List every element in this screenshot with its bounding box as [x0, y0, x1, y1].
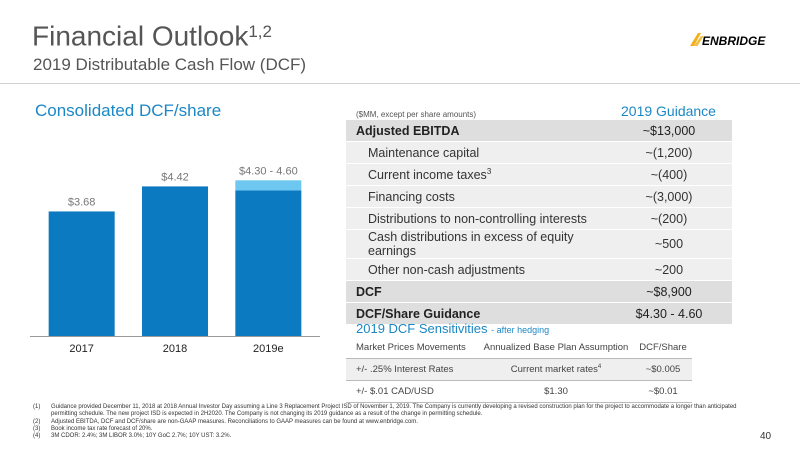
header-divider [0, 83, 800, 84]
row-label: Cash distributions in excess of equity e… [346, 229, 606, 259]
footnotes: (1) Guidance provided December 11, 2018 a… [33, 404, 753, 440]
table-row: +/- .25% Interest Rates Current market r… [346, 358, 692, 381]
footnote-number: (4) [33, 433, 41, 440]
row-value: ~$13,000 [606, 120, 732, 142]
page-title-text: Financial Outlook [32, 20, 249, 52]
row-value: ~(1,200) [606, 141, 732, 164]
row-label: Distributions to non-controlling interes… [346, 207, 606, 230]
footnote-text: Book income tax rate forecast of 20%. [51, 425, 153, 432]
table-row: Current income taxes3 ~(400) [346, 163, 732, 186]
data-label-2018: $4.42 [161, 171, 189, 183]
footnote-number: (1) [33, 404, 41, 410]
dcf-share-cell: ~$0.01 [634, 380, 692, 403]
sensitivities-table: Market Prices Movements Annualized Base … [346, 337, 692, 403]
row-label: Current income taxes3 [346, 163, 606, 186]
footnote-text: 3M CDOR: 2.4%; 3M LIBOR 3.0%; 10Y GoC 2.… [51, 433, 232, 440]
row-label-superscript: 3 [486, 166, 492, 176]
tick-label-2018: 2018 [163, 343, 187, 355]
chart-title: Consolidated DCF/share [35, 101, 222, 120]
table-row: Cash distributions in excess of equity e… [346, 229, 732, 259]
table-row: +/- $.01 CAD/USD $1.30 ~$0.01 [346, 380, 692, 403]
dcf-table-header: 2019 Guidance [621, 103, 716, 119]
footnote: (1) Guidance provided December 11, 2018 a… [33, 404, 753, 419]
dcf-table-units: ($MM, except per share amounts) [356, 110, 477, 119]
footnote-text: Guidance provided December 11, 2018 at 2… [51, 404, 737, 418]
row-value: ~200 [606, 258, 732, 281]
assumption-superscript: 4 [597, 363, 602, 370]
row-value: ~500 [606, 229, 732, 259]
movement-cell: +/- $.01 CAD/USD [346, 380, 478, 403]
row-label: Financing costs [346, 185, 606, 208]
page-subtitle: 2019 Distributable Cash Flow (DCF) [33, 55, 307, 74]
bar-2017 [48, 211, 115, 336]
logo-text: ENBRIDGE [702, 34, 766, 48]
page-number: 40 [760, 431, 772, 442]
table-header-row: Market Prices Movements Annualized Base … [346, 337, 692, 359]
assumption-text: Current market rates [510, 364, 598, 376]
bar-2019e [235, 190, 302, 336]
footnote: (4) 3M CDOR: 2.4%; 3M LIBOR 3.0%; 10Y GoC… [33, 433, 753, 440]
dcf-per-share-chart: $3.68 2017 $4.42 2018 $4.30 - 4.60 2019e [30, 165, 320, 355]
tick-label-2017: 2017 [69, 343, 93, 355]
row-label: DCF [346, 280, 606, 303]
table-row: Maintenance capital ~(1,200) [346, 141, 732, 164]
assumption-cell: $1.30 [478, 380, 634, 403]
row-value: ~(3,000) [606, 185, 732, 208]
table-row: DCF ~$8,900 [346, 280, 732, 303]
bar-2018 [142, 186, 208, 336]
tick-label-2019e: 2019e [253, 343, 284, 355]
footnote-text: Adjusted EBITDA, DCF and DCF/share are n… [51, 418, 418, 425]
row-value: ~$8,900 [606, 280, 732, 303]
footnote-number: (3) [33, 425, 41, 432]
company-logo: ENBRIDGE [688, 30, 770, 50]
table-row: Other non-cash adjustments ~200 [346, 258, 732, 281]
table-row: DCF/Share Guidance $4.30 - 4.60 [346, 302, 732, 325]
table-row: Financing costs ~(3,000) [346, 185, 732, 208]
page-title-superscript: 1,2 [248, 22, 272, 41]
data-label-2017: $3.68 [68, 196, 96, 208]
column-header: Annualized Base Plan Assumption [478, 337, 634, 359]
row-label: DCF/Share Guidance [346, 302, 606, 325]
footnote-number: (2) [33, 418, 41, 425]
sensitivities-note: - after hedging [491, 325, 550, 335]
row-value: ~(400) [606, 163, 732, 186]
dcf-table: Adjusted EBITDA ~$13,000 Maintenance cap… [346, 120, 732, 325]
bar-range-2019e [235, 180, 302, 191]
row-label-text: Current income taxes [368, 168, 487, 183]
page-title: Financial Outlook1,2 [32, 20, 272, 52]
dcf-share-cell: ~$0.005 [634, 358, 692, 381]
column-header: DCF/Share [634, 337, 692, 359]
row-value: $4.30 - 4.60 [606, 302, 732, 325]
sensitivities-title: 2019 DCF Sensitivities - after hedging [356, 321, 549, 336]
footnote: (2) Adjusted EBITDA, DCF and DCF/share ar… [33, 419, 753, 426]
column-header: Market Prices Movements [346, 337, 478, 359]
table-row: Distributions to non-controlling interes… [346, 207, 732, 230]
row-label: Maintenance capital [346, 141, 606, 164]
footnote: (3) Book income tax rate forecast of 20%. [33, 426, 753, 433]
row-value: ~(200) [606, 207, 732, 230]
data-label-2019e: $4.30 - 4.60 [239, 165, 298, 177]
movement-cell: +/- .25% Interest Rates [346, 358, 478, 381]
row-label: Adjusted EBITDA [346, 120, 606, 142]
row-label: Other non-cash adjustments [346, 258, 606, 281]
sensitivities-title-text: 2019 DCF Sensitivities [356, 321, 488, 336]
table-row: Adjusted EBITDA ~$13,000 [346, 120, 732, 142]
enbridge-wing-logo-icon: ENBRIDGE [690, 33, 766, 48]
assumption-cell: Current market rates4 [478, 358, 634, 381]
